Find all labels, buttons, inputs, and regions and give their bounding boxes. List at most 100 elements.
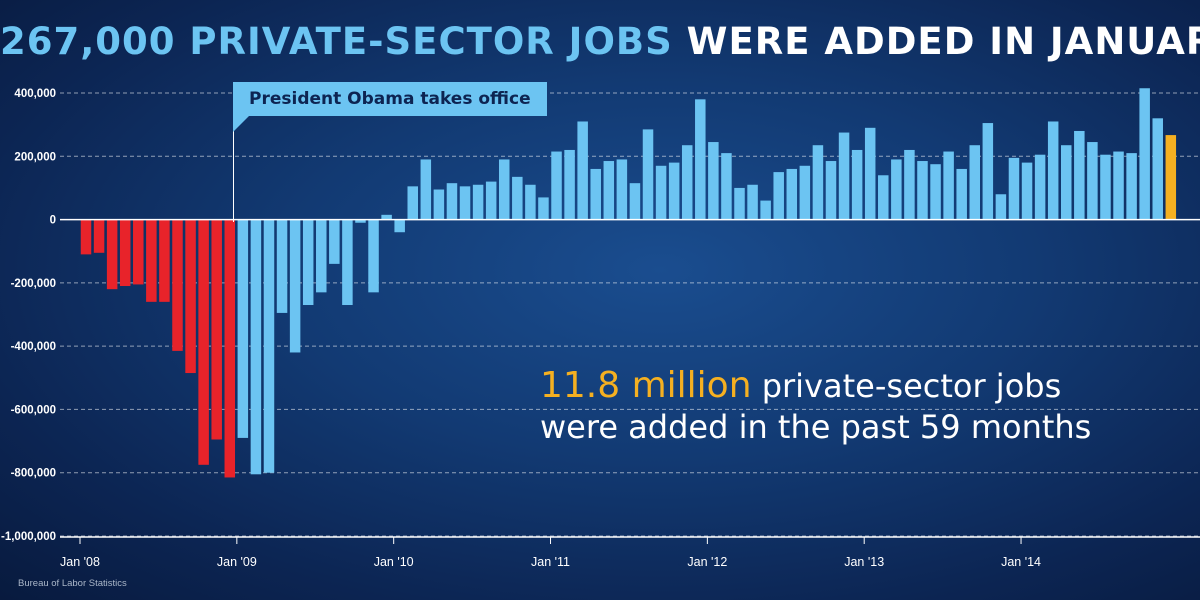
- bar: [681, 145, 693, 220]
- bar: [551, 151, 562, 220]
- bar: [276, 219, 288, 313]
- bar: [721, 153, 732, 220]
- bar: [1061, 145, 1072, 220]
- y-tick-label: -600,000: [11, 404, 56, 416]
- bar: [525, 184, 536, 220]
- bar: [472, 184, 484, 220]
- x-tick-label: Jan '14: [1001, 555, 1041, 569]
- bar: [629, 183, 641, 220]
- y-tick-label: 200,000: [14, 151, 56, 163]
- callout-pointer-line: [233, 116, 234, 222]
- bar: [133, 219, 144, 285]
- bar: [512, 176, 523, 220]
- bar: [250, 219, 262, 475]
- source-credit: Bureau of Labor Statistics: [18, 578, 127, 589]
- bar: [1165, 135, 1177, 220]
- bar: [590, 168, 601, 220]
- bar: [237, 219, 249, 438]
- x-tick-label: Jan '09: [217, 555, 257, 569]
- bar: [211, 219, 222, 440]
- axis-layer: 400,000 200,000 0 -200,000 -400,000 -600,000 -…: [1, 88, 1200, 569]
- x-tick-label: Jan '12: [687, 555, 727, 569]
- bar: [407, 186, 418, 220]
- callout-president-takes-office: President Obama takes office: [233, 82, 547, 116]
- bar: [1113, 151, 1124, 220]
- bar: [1139, 88, 1150, 220]
- bar: [446, 183, 458, 220]
- bar: [263, 219, 275, 473]
- y-tick-label: -400,000: [11, 341, 56, 353]
- bar: [159, 219, 170, 302]
- bar: [1021, 162, 1033, 220]
- y-tick-label: 0: [50, 215, 56, 227]
- title-rest: WERE ADDED IN JANUARY: [686, 20, 1200, 63]
- bar: [1034, 154, 1046, 220]
- bar: [603, 161, 615, 220]
- bar: [891, 159, 902, 220]
- bar: [316, 219, 327, 293]
- bar: [172, 219, 183, 351]
- bar: [1100, 154, 1111, 220]
- bar: [577, 121, 588, 220]
- summary-line-1-rest: private-sector jobs: [761, 367, 1062, 405]
- title-highlight: 267,000 PRIVATE-SECTOR JOBS: [0, 20, 673, 63]
- bar: [668, 162, 680, 220]
- bar: [786, 168, 798, 220]
- bar: [198, 219, 209, 465]
- bar: [695, 99, 706, 220]
- bar: [185, 219, 196, 374]
- bar: [1008, 157, 1020, 220]
- y-tick-label: -800,000: [11, 468, 56, 480]
- bar: [1074, 130, 1085, 220]
- bar: [708, 142, 719, 220]
- callout-tail: [233, 116, 249, 132]
- bar: [420, 159, 432, 220]
- x-tick-label: Jan '13: [844, 555, 884, 569]
- bar: [1087, 142, 1098, 220]
- bar: [394, 219, 405, 233]
- bar: [224, 219, 236, 478]
- bar: [760, 200, 771, 220]
- bar: [747, 184, 758, 220]
- x-tick-label: Jan '10: [374, 555, 414, 569]
- bar: [904, 149, 915, 220]
- bar: [655, 165, 667, 220]
- bar: [289, 219, 301, 353]
- bar: [864, 127, 876, 220]
- bar: [956, 168, 967, 220]
- bar: [1152, 118, 1163, 220]
- chart-title: 267,000 PRIVATE-SECTOR JOBS WERE ADDED I…: [0, 20, 1200, 63]
- bar: [485, 181, 497, 220]
- bar: [616, 159, 628, 220]
- bar: [564, 149, 575, 220]
- bar: [93, 219, 105, 253]
- bar: [773, 172, 784, 220]
- summary-total: 11.8 million: [540, 365, 752, 406]
- bar: [381, 214, 392, 220]
- summary-line-2: were added in the past 59 months: [540, 408, 1092, 446]
- bar: [106, 219, 118, 290]
- y-tick-label: -200,000: [11, 278, 56, 290]
- bar: [302, 219, 314, 306]
- bar: [459, 186, 471, 220]
- bar: [498, 159, 510, 220]
- bar: [355, 219, 366, 223]
- bar: [642, 129, 654, 220]
- bar: [825, 161, 837, 220]
- bar: [838, 132, 850, 220]
- x-tick-label: Jan '11: [531, 555, 570, 569]
- bar: [146, 219, 157, 302]
- summary-note: 11.8 million private-sector jobs were ad…: [540, 365, 1091, 448]
- bar: [930, 164, 941, 220]
- bar: [368, 219, 379, 293]
- bar: [342, 219, 353, 306]
- bar: [995, 194, 1007, 220]
- bar: [433, 189, 445, 220]
- x-tick-label: Jan '08: [60, 555, 100, 569]
- bar-layer: [80, 88, 1177, 478]
- bar: [969, 145, 981, 220]
- bar: [1126, 153, 1137, 220]
- bar: [734, 187, 745, 220]
- bar: [812, 145, 824, 220]
